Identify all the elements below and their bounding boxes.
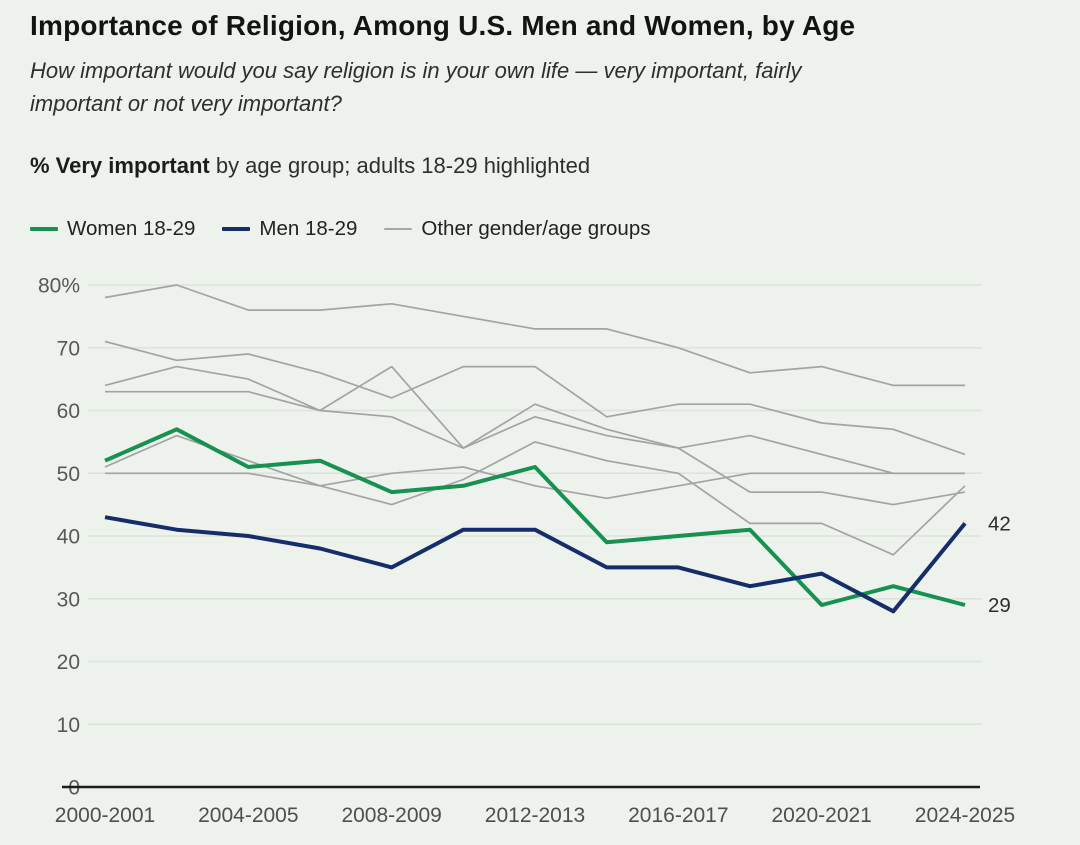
legend-item-men-18-29: Men 18-29	[222, 217, 357, 241]
line-chart: 80%7060504030201002000-20012004-20052008…	[38, 275, 1015, 828]
men-line-swatch-icon	[222, 227, 251, 231]
page-title: Importance of Religion, Among U.S. Men a…	[30, 10, 856, 41]
series-line-other-group-2	[104, 340, 966, 456]
legend: Women 18-29 Men 18-29 Other gender/age g…	[30, 217, 650, 241]
y-tick-label: 80%	[38, 275, 80, 298]
x-tick-label: 2024-2025	[915, 804, 1015, 827]
y-tick-label: 60	[57, 400, 80, 423]
y-tick-label: 70	[57, 337, 80, 360]
series-line-other-group-5	[104, 434, 966, 556]
measure-caption-rest: by age group; adults 18-29 highlighted	[209, 153, 591, 178]
x-tick-label: 2008-2009	[341, 804, 441, 827]
y-tick-label: 10	[57, 714, 80, 737]
other-groups-line-swatch-icon	[384, 228, 413, 230]
measure-caption-bold: % Very important	[30, 153, 210, 178]
series-end-value-label: 42	[988, 512, 1011, 535]
legend-label-women: Women 18-29	[67, 217, 196, 240]
series-end-value-label: 29	[988, 594, 1011, 617]
chart-question-subtitle: How important would you say religion is …	[30, 54, 802, 120]
series-line-other-group-4	[105, 390, 966, 506]
subtitle-line-2: important or not very important?	[30, 91, 342, 116]
x-tick-label: 2004-2005	[198, 804, 298, 827]
y-tick-label: 50	[57, 463, 80, 486]
series-line-women-18-29	[104, 427, 966, 607]
women-line-swatch-icon	[30, 227, 58, 231]
legend-item-women-18-29: Women 18-29	[30, 217, 195, 241]
x-tick-label: 2012-2013	[485, 804, 585, 827]
y-tick-label: 20	[57, 651, 80, 674]
measure-caption: % Very important by age group; adults 18…	[30, 153, 590, 179]
series-line-men-18-29	[104, 515, 967, 614]
legend-label-other-groups: Other gender/age groups	[421, 217, 651, 240]
series-line-other-group-6	[105, 466, 965, 500]
subtitle-line-1: How important would you say religion is …	[30, 58, 802, 83]
x-tick-label: 2016-2017	[628, 804, 728, 827]
x-tick-label: 2000-2001	[55, 804, 155, 827]
series-line-other-group-3	[104, 365, 965, 475]
legend-label-men: Men 18-29	[259, 217, 358, 240]
series-line-other-group-1	[104, 284, 965, 387]
x-tick-label: 2020-2021	[771, 804, 871, 827]
y-tick-label: 40	[57, 526, 80, 549]
y-tick-label: 30	[57, 588, 80, 611]
legend-item-other-groups: Other gender/age groups	[384, 217, 650, 241]
